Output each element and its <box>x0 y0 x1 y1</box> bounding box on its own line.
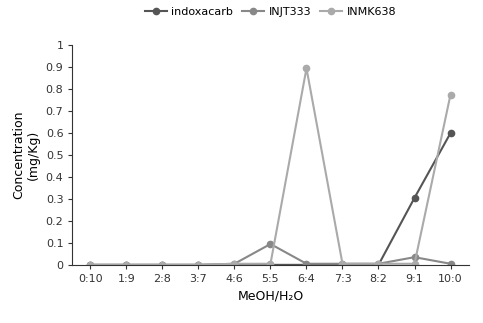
indoxacarb <box>87 263 93 267</box>
INMK638 <box>159 263 165 267</box>
INMK638 <box>412 262 417 266</box>
INMK638 <box>448 93 454 97</box>
INJT333 <box>268 242 273 246</box>
indoxacarb <box>268 263 273 267</box>
indoxacarb <box>412 196 417 200</box>
indoxacarb <box>304 263 310 267</box>
INMK638 <box>196 263 201 267</box>
indoxacarb <box>124 263 129 267</box>
Legend: indoxacarb, INJT333, INMK638: indoxacarb, INJT333, INMK638 <box>140 3 401 21</box>
indoxacarb <box>159 263 165 267</box>
Line: indoxacarb: indoxacarb <box>87 130 454 268</box>
indoxacarb <box>376 263 382 267</box>
INJT333 <box>412 255 417 259</box>
INJT333 <box>159 263 165 267</box>
INMK638 <box>340 262 345 266</box>
Y-axis label: Concentration
(mg/Kg): Concentration (mg/Kg) <box>12 111 40 199</box>
INMK638 <box>304 66 310 70</box>
Line: INJT333: INJT333 <box>87 241 454 268</box>
INMK638 <box>124 263 129 267</box>
INMK638 <box>231 262 237 266</box>
indoxacarb <box>340 263 345 267</box>
indoxacarb <box>448 131 454 135</box>
INJT333 <box>340 262 345 266</box>
INMK638 <box>268 262 273 266</box>
X-axis label: MeOH/H₂O: MeOH/H₂O <box>237 289 304 302</box>
INMK638 <box>87 263 93 267</box>
indoxacarb <box>196 263 201 267</box>
INJT333 <box>124 263 129 267</box>
INJT333 <box>448 262 454 266</box>
INJT333 <box>196 263 201 267</box>
INJT333 <box>304 262 310 266</box>
INJT333 <box>87 263 93 267</box>
indoxacarb <box>231 263 237 267</box>
Line: INMK638: INMK638 <box>87 65 454 268</box>
INMK638 <box>376 262 382 266</box>
INJT333 <box>231 262 237 266</box>
INJT333 <box>376 262 382 266</box>
